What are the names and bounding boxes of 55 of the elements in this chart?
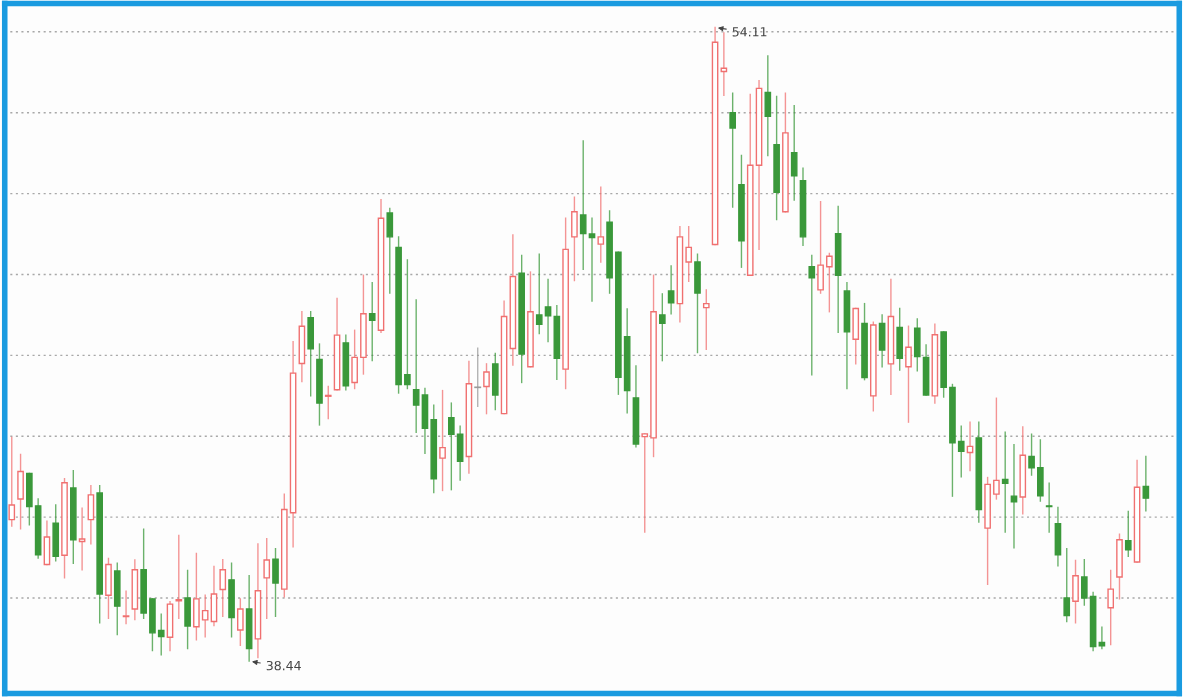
candlestick: [474, 347, 482, 408]
candlestick: [421, 387, 429, 454]
candlestick: [667, 265, 675, 315]
candlestick: [34, 498, 42, 559]
candlestick: [439, 389, 446, 492]
candlestick: [764, 55, 772, 157]
candlestick: [755, 80, 763, 251]
candlestick: [658, 293, 666, 362]
candlestick: [773, 95, 780, 221]
candlestick: [1142, 455, 1150, 512]
candlestick: [184, 569, 191, 650]
candlestick: [579, 140, 587, 270]
candlestick: [799, 167, 807, 247]
candlestick: [623, 308, 631, 414]
candlestick: [931, 323, 939, 404]
candlestick: [166, 601, 174, 652]
candlestick: [553, 304, 561, 380]
candlestick: [1107, 569, 1115, 646]
candlestick: [975, 421, 983, 523]
candlestick: [790, 105, 798, 201]
candlestick: [78, 507, 86, 571]
candlestick: [905, 325, 912, 423]
candlestick: [650, 274, 657, 458]
candlestick: [729, 92, 736, 208]
candlestick: [1001, 431, 1009, 533]
annotation: 54.11: [732, 27, 767, 37]
candlestick: [210, 565, 218, 627]
candlestick: [509, 234, 517, 366]
candlestick: [201, 594, 209, 638]
annotation: 38.44: [266, 660, 301, 671]
candlestick: [676, 226, 684, 323]
candlestick: [632, 365, 640, 448]
candlestick: [122, 590, 130, 625]
candlestick: [878, 314, 886, 368]
candlestick: [289, 340, 297, 548]
candlestick: [465, 360, 473, 474]
candlestick: [131, 559, 139, 621]
candlestick: [412, 299, 420, 433]
candlestick: [254, 543, 262, 659]
candlestick: [887, 278, 895, 395]
candlestick: [245, 575, 253, 662]
candlestick: [544, 278, 552, 343]
candlestick: [588, 217, 596, 302]
candlestick: [843, 281, 851, 390]
candlestick: [562, 217, 569, 390]
candlestick: [368, 281, 376, 362]
candlestick: [1045, 482, 1053, 533]
candlestick: [834, 205, 842, 334]
candlestick: [685, 226, 693, 283]
candlestick: [342, 334, 350, 391]
candlestick: [377, 198, 385, 334]
candlestick: [1010, 444, 1018, 549]
candlestick: [87, 484, 95, 545]
candlestick: [738, 154, 745, 268]
candlestick: [263, 537, 271, 619]
